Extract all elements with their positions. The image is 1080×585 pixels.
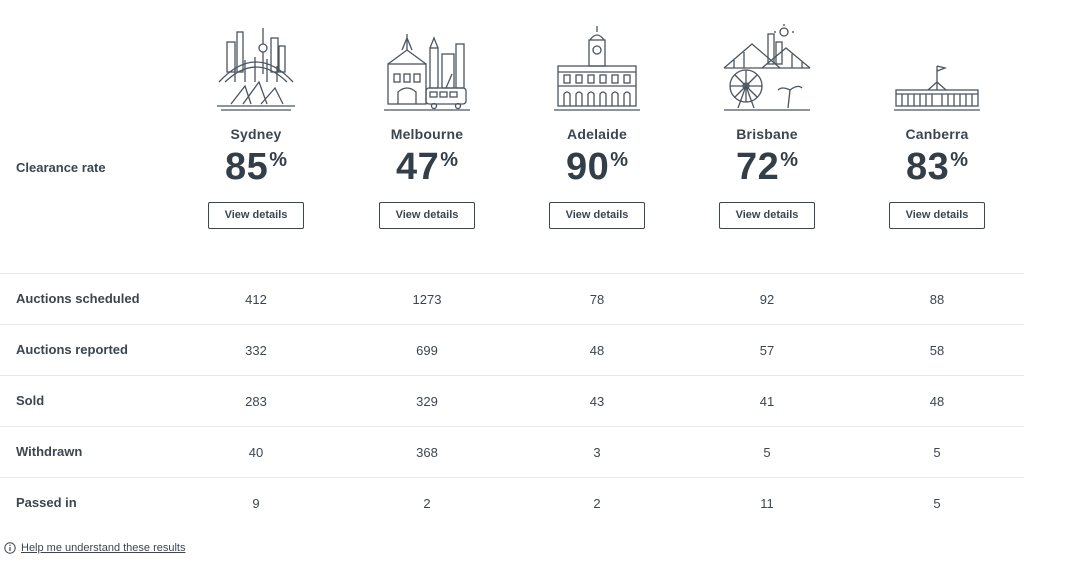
auction-results-table: Auctions scheduled 412 1273 78 92 88 Auc… <box>0 273 1024 528</box>
city-column-melbourne: Melbourne 47% View details <box>342 24 512 229</box>
table-row: Auctions scheduled 412 1273 78 92 88 <box>0 273 1024 324</box>
table-cell: 699 <box>416 343 438 358</box>
table-cell: 78 <box>589 292 605 307</box>
city-column-adelaide: Adelaide 90% View details <box>512 24 682 229</box>
clearance-rate-value: 47% <box>395 146 459 188</box>
table-cell: 48 <box>929 394 945 409</box>
table-cell: 43 <box>589 394 605 409</box>
canberra-parliament-icon <box>894 65 980 111</box>
row-label: Sold <box>16 393 45 408</box>
table-cell: 332 <box>245 343 267 358</box>
table-cell: 1273 <box>412 292 442 307</box>
clearance-rate-value: 85% <box>224 146 288 188</box>
table-cell: 41 <box>759 394 775 409</box>
clearance-rate-value: 83% <box>905 146 969 188</box>
row-label: Passed in <box>16 495 77 510</box>
city-name: Brisbane <box>736 126 798 142</box>
row-label: Auctions reported <box>16 342 128 357</box>
city-name: Adelaide <box>567 126 627 142</box>
table-cell: 368 <box>416 445 438 460</box>
city-name: Sydney <box>230 126 282 142</box>
table-row: Withdrawn 40 368 3 5 5 <box>0 426 1024 477</box>
table-cell: 5 <box>933 496 941 511</box>
table-cell: 9 <box>252 496 260 511</box>
help-section: Help me understand these results <box>4 542 185 554</box>
info-icon <box>4 542 16 554</box>
table-row: Auctions reported 332 699 48 57 58 <box>0 324 1024 375</box>
adelaide-town-hall-icon <box>554 26 640 111</box>
melbourne-skyline-icon <box>384 34 470 111</box>
table-cell: 412 <box>245 292 267 307</box>
city-name: Melbourne <box>390 126 464 142</box>
table-row: Sold 283 329 43 41 48 <box>0 375 1024 426</box>
view-details-button-sydney[interactable]: View details <box>208 202 304 229</box>
table-cell: 58 <box>929 343 945 358</box>
help-link[interactable]: Help me understand these results <box>21 542 186 554</box>
table-cell: 3 <box>593 445 601 460</box>
city-column-sydney: Sydney 85% View details <box>171 24 341 229</box>
clearance-rate-value: 72% <box>735 146 799 188</box>
view-details-button-brisbane[interactable]: View details <box>719 202 815 229</box>
city-column-canberra: Canberra 83% View details <box>852 24 1022 229</box>
table-cell: 329 <box>416 394 438 409</box>
table-cell: 11 <box>760 496 774 511</box>
table-row: Passed in 9 2 2 11 5 <box>0 477 1024 528</box>
table-cell: 2 <box>423 496 431 511</box>
row-label: Withdrawn <box>16 444 83 459</box>
table-cell: 88 <box>929 292 945 307</box>
table-cell: 40 <box>248 445 264 460</box>
table-cell: 48 <box>589 343 605 358</box>
city-column-brisbane: Brisbane 72% View details <box>682 24 852 229</box>
table-cell: 283 <box>245 394 267 409</box>
clearance-rate-value: 90% <box>565 146 629 188</box>
row-label: Auctions scheduled <box>16 291 140 306</box>
clearance-rate-label: Clearance rate <box>16 160 106 175</box>
table-cell: 5 <box>933 445 941 460</box>
table-cell: 92 <box>759 292 775 307</box>
view-details-button-canberra[interactable]: View details <box>889 202 985 229</box>
table-cell: 5 <box>763 445 771 460</box>
table-cell: 2 <box>593 496 601 511</box>
sydney-skyline-icon <box>217 28 295 111</box>
brisbane-skyline-icon <box>723 24 811 111</box>
view-details-button-melbourne[interactable]: View details <box>379 202 475 229</box>
view-details-button-adelaide[interactable]: View details <box>549 202 645 229</box>
city-name: Canberra <box>905 126 969 142</box>
table-cell: 57 <box>759 343 775 358</box>
